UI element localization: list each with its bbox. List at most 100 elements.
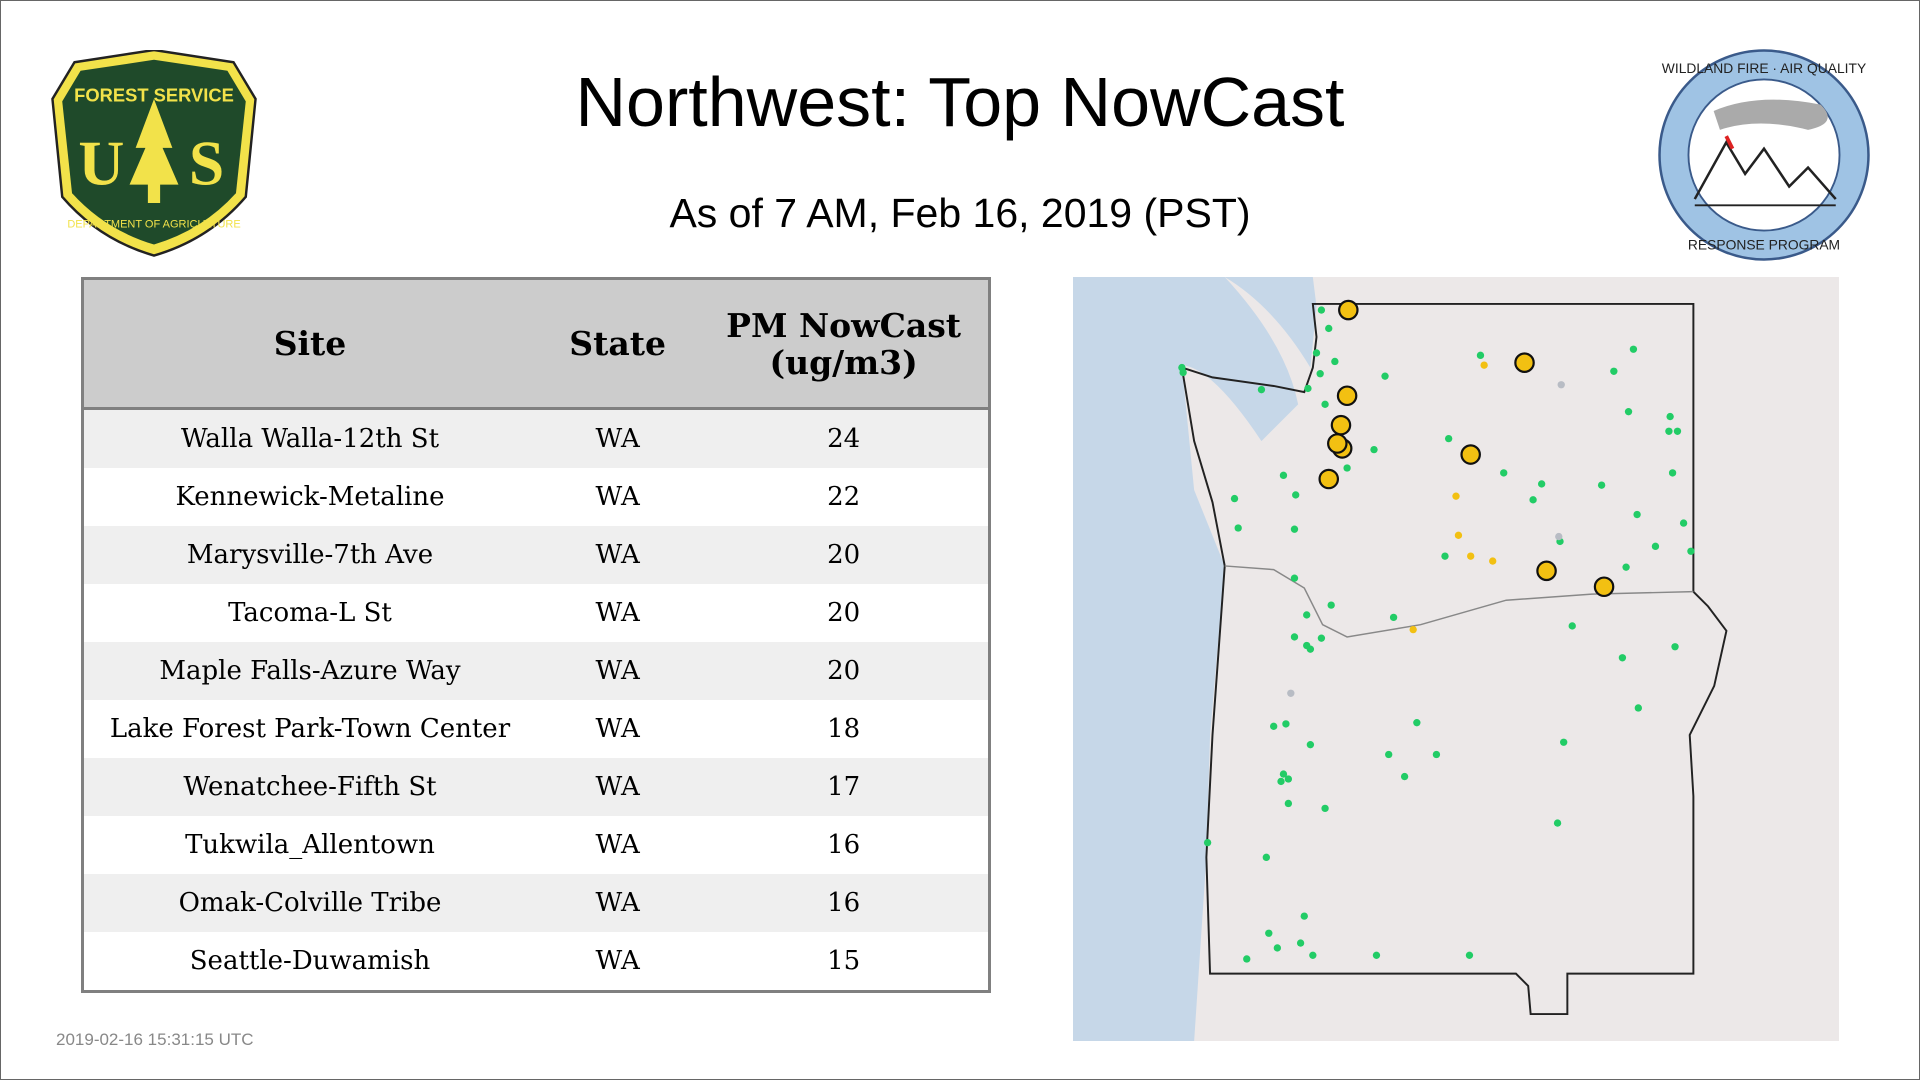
monitor-marker-good [1665,427,1673,435]
monitor-marker-good [1633,510,1641,519]
map-strait [1224,277,1317,368]
monitor-marker-good [1203,838,1212,847]
monitor-marker-good [1679,519,1688,527]
monitor-marker-nodata [1287,689,1295,697]
monitor-marker-good [1537,480,1546,488]
monitor-marker-good [1230,494,1239,503]
nowcast-cell: 24 [699,408,990,468]
monitor-marker-good [1290,525,1299,533]
monitor-marker-good [1444,434,1453,443]
monitor-marker-good [1303,611,1311,619]
monitor-marker-good [1277,777,1285,786]
monitor-marker-good [1282,720,1290,728]
table-row: Omak-Colville Tribe WA 16 [82,874,990,932]
nowcast-cell: 20 [699,526,990,584]
monitor-marker-good [1290,574,1299,582]
monitor-marker-good [1441,552,1449,560]
monitor-marker-good [1325,324,1333,333]
monitor-marker-moderate [1489,557,1497,565]
monitor-marker-moderate [1480,361,1488,369]
monitor-marker-good [1292,491,1300,499]
monitor-marker-good [1370,445,1378,454]
table-row: Lake Forest Park-Town Center WA 18 [82,700,990,758]
page-subtitle: As of 7 AM, Feb 16, 2019 (PST) [669,190,1251,236]
nowcast-cell: 18 [699,700,990,758]
state-cell: WA [536,642,700,700]
site-cell: Tukwila_Allentown [82,816,536,874]
site-cell: Walla Walla-12th St [82,408,536,468]
top-site-marker [1536,560,1557,582]
site-cell: Seattle-Duwamish [82,932,536,992]
top-site-marker [1336,385,1358,407]
top-site-marker [1338,299,1359,321]
nowcast-cell: 20 [699,584,990,642]
monitor-marker-good [1622,563,1630,571]
site-cell: Wenatchee-Fifth St [82,758,536,816]
site-cell: Tacoma-L St [82,584,536,642]
nowcast-cell: 17 [699,758,990,816]
monitor-marker-good [1687,547,1695,555]
monitor-marker-good [1284,799,1293,808]
page-title: Northwest: Top NowCast [575,63,1345,141]
forest-service-logo: FOREST SERVICE U S DEPARTMENT OF AGRICUL… [51,50,257,257]
monitor-marker-good [1673,427,1682,435]
monitor-marker-good [1300,912,1308,920]
monitor-marker-good [1597,481,1606,489]
monitor-marker-good [1671,643,1679,651]
nowcast-cell: 16 [699,874,990,932]
monitor-marker-good [1500,469,1508,477]
state-cell: WA [536,758,700,816]
monitor-marker-good [1265,929,1273,937]
table-row: Tukwila_Allentown WA 16 [82,816,990,874]
monitor-marker-nodata [1557,381,1565,389]
top-site-marker [1330,414,1352,436]
svg-text:RESPONSE PROGRAM: RESPONSE PROGRAM [1688,236,1840,252]
table-row: Kennewick-Metaline WA 22 [82,468,990,526]
monitor-marker-moderate [1409,625,1417,634]
svg-text:WILDLAND FIRE · AIR QUALITY: WILDLAND FIRE · AIR QUALITY [1662,60,1866,76]
state-cell: WA [536,408,700,468]
monitor-marker-good [1279,770,1288,778]
monitor-marker-good [1610,367,1618,375]
monitor-marker-good [1273,944,1282,952]
monitor-marker-good [1629,345,1638,353]
monitor-marker-good [1262,853,1271,862]
column-header-state: State [536,278,700,410]
monitor-marker-good [1331,357,1339,366]
monitor-marker-good [1476,351,1485,360]
state-cell: WA [536,526,700,584]
top-site-marker [1327,433,1348,454]
monitor-marker-good [1317,306,1326,314]
monitor-marker-good [1560,738,1568,746]
monitor-marker-good [1372,951,1381,959]
monitor-marker-good [1306,645,1315,653]
monitor-marker-good [1465,951,1474,959]
monitor-marker-good [1381,372,1389,380]
svg-text:U: U [78,128,124,199]
state-cell: WA [536,468,700,526]
monitor-marker-good [1651,542,1660,551]
state-borders [1180,302,1728,1016]
top-site-marker [1318,468,1340,490]
nowcast-cell: 16 [699,816,990,874]
monitor-marker-good [1321,400,1329,409]
column-header-site: Site [82,278,536,410]
map-ocean [1073,277,1299,1041]
monitor-marker-good [1290,633,1299,641]
monitor-marker-good [1296,939,1305,947]
monitor-marker-good [1529,496,1537,504]
monitor-marker-good [1270,722,1278,731]
site-cell: Kennewick-Metaline [82,468,536,526]
monitor-marker-good [1343,464,1351,472]
monitor-marker-good [1668,469,1677,477]
monitor-marker-good [1309,951,1317,959]
monitor-marker-good [1304,384,1312,393]
monitor-marker-nodata [1555,532,1563,541]
table-row: Tacoma-L St WA 20 [82,584,990,642]
monitor-marker-good [1179,368,1187,377]
wildland-fire-air-quality-logo: WILDLAND FIRE · AIR QUALITY RESPONSE PRO… [1658,49,1870,261]
state-cell: WA [536,874,700,932]
monitor-marker-good [1257,385,1266,394]
top-site-marker [1514,352,1535,373]
monitor-marker-good [1400,772,1409,781]
